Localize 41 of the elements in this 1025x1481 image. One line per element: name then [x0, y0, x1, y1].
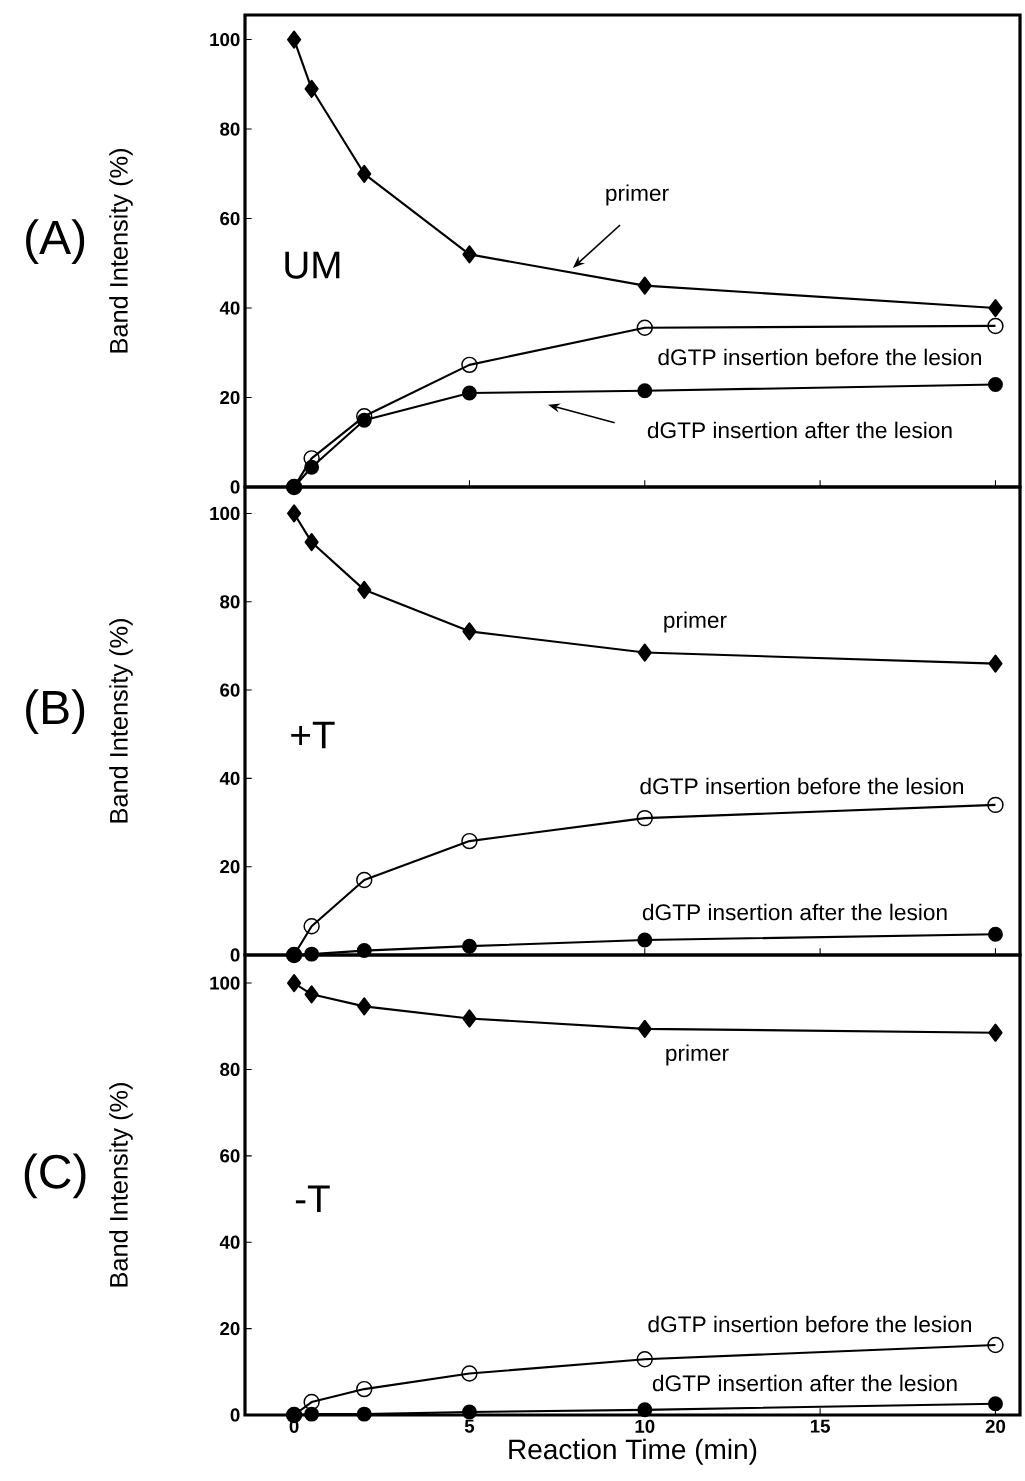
- x-tick-label: 15: [810, 1419, 830, 1433]
- y-tick-label: 60: [220, 1149, 240, 1163]
- text: +T: [291, 721, 335, 749]
- annotation: primer: [666, 1044, 729, 1066]
- y-tick-label: 80: [220, 1062, 240, 1077]
- y-tick-label: 60: [220, 683, 240, 697]
- y-axis-title: Band Intensity (%): [109, 1083, 133, 1287]
- annotation: primer: [664, 611, 727, 633]
- annotation: dGTP insertion before the lesion: [640, 777, 963, 795]
- annotation: dGTP insertion after the lesion: [652, 1374, 957, 1392]
- y-tick-label: 100: [210, 506, 240, 521]
- annotation: dGTP insertion before the lesion: [658, 348, 981, 366]
- x-tick-label: 10: [635, 1419, 655, 1433]
- annotation: primer: [606, 184, 669, 206]
- text: (B): [26, 689, 85, 734]
- y-tick-label: 20: [220, 860, 240, 874]
- annotation: dGTP insertion after the lesion: [642, 903, 947, 921]
- y-axis-title: Band Intensity (%): [109, 149, 133, 353]
- x-tick-label: 20: [985, 1419, 1006, 1433]
- y-axis-title: Band Intensity (%): [109, 619, 133, 823]
- text: (C): [24, 1153, 86, 1199]
- y-tick-label: 60: [220, 211, 240, 226]
- x-axis-title: Reaction Time (min): [509, 1438, 757, 1465]
- y-tick-label: 40: [219, 771, 240, 785]
- text: (A): [26, 219, 85, 264]
- y-tick-label: 40: [219, 301, 240, 315]
- annotation: dGTP insertion before the lesion: [648, 1315, 971, 1333]
- y-tick-label: 20: [220, 1321, 240, 1336]
- y-tick-label: 80: [220, 595, 240, 609]
- y-tick-label: 0: [230, 948, 240, 962]
- x-tick-label: 5: [464, 1419, 475, 1433]
- annotation: dGTP insertion after the lesion: [647, 421, 952, 439]
- text: -T: [295, 1185, 330, 1213]
- text: UM: [285, 251, 340, 279]
- y-tick-label: 20: [220, 390, 240, 405]
- y-tick-label: 80: [220, 122, 240, 136]
- y-tick-label: 40: [219, 1235, 240, 1249]
- y-tick-label: 100: [210, 976, 240, 990]
- y-tick-label: 0: [230, 1408, 240, 1422]
- y-tick-label: 0: [230, 480, 240, 494]
- y-tick-label: 100: [210, 32, 240, 47]
